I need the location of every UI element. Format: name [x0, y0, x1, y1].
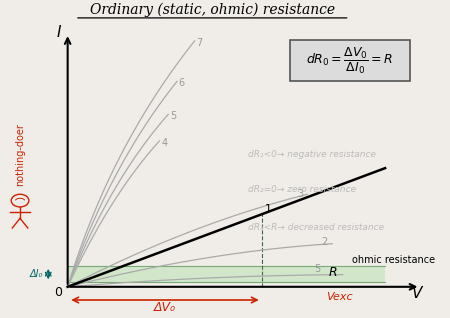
Text: Ordinary (static, ohmic) resistance: Ordinary (static, ohmic) resistance [90, 2, 335, 17]
Text: 1: 1 [265, 204, 271, 214]
Text: 4: 4 [161, 138, 167, 148]
Bar [290, 39, 410, 81]
Text: ΔV₀: ΔV₀ [154, 301, 176, 314]
Text: nothing-doer: nothing-doer [15, 123, 25, 186]
Text: dR₃<R→ decreased resistance: dR₃<R→ decreased resistance [248, 223, 384, 232]
Text: 5: 5 [315, 264, 321, 273]
Text: dR₁<0→ negative resistance: dR₁<0→ negative resistance [248, 150, 375, 160]
Text: dR₂=0→ zero resistance: dR₂=0→ zero resistance [248, 185, 356, 194]
Text: $dR_0 = \dfrac{\Delta V_0}{\Delta I_0} = R$: $dR_0 = \dfrac{\Delta V_0}{\Delta I_0} =… [306, 45, 393, 76]
Text: ohmic resistance: ohmic resistance [351, 255, 435, 266]
Text: I: I [57, 25, 61, 40]
Text: 7: 7 [196, 38, 202, 48]
Text: ΔI₀: ΔI₀ [29, 269, 43, 279]
Text: 6: 6 [179, 79, 185, 88]
Polygon shape [68, 266, 385, 282]
Text: 5: 5 [170, 112, 176, 121]
Text: V: V [412, 286, 422, 301]
Text: Vexc: Vexc [326, 292, 352, 302]
Text: 2: 2 [322, 237, 328, 247]
Text: R: R [328, 266, 337, 279]
Text: 0: 0 [54, 287, 62, 300]
Text: 3: 3 [297, 189, 303, 199]
